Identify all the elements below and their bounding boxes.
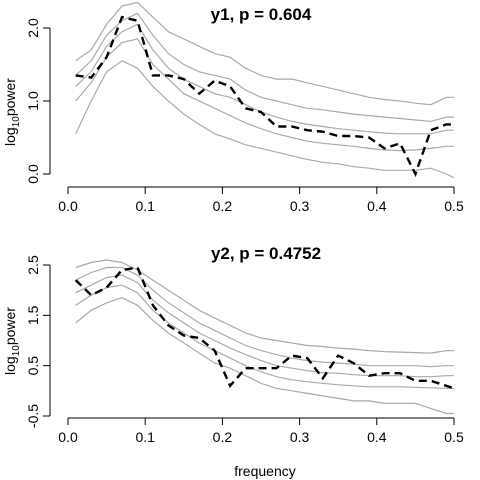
x-tick-label: 0.1 (135, 429, 155, 445)
y-tick-label: 1.5 (25, 305, 41, 325)
x-tick-label: 0.2 (213, 198, 233, 214)
panel-y1: y1, p = 0.604 log10power 0.0 0.1 0.2 0.3 0.4… (2, 1, 464, 214)
x-tick-label: 0.4 (367, 198, 387, 214)
y-axis-label-subscript: 10 (11, 345, 22, 357)
envelope-line (75, 23, 454, 135)
y-axis-label-base: log (2, 127, 18, 146)
panel-y2: y2, p = 0.4752 log10power frequency 0.0 0… (2, 244, 464, 479)
x-tick-label: 0.3 (290, 429, 310, 445)
envelope-line (75, 259, 454, 354)
envelope-line (75, 297, 454, 415)
y-axis-label: log10power (2, 307, 22, 375)
envelope-line (75, 60, 455, 179)
envelope-line (75, 274, 454, 378)
y-tick-label: 2.0 (25, 18, 41, 38)
x-tick-label: 0.5 (444, 198, 464, 214)
chart-title: y1, p = 0.604 (211, 5, 312, 24)
y-tick-label: 0.0 (25, 164, 41, 184)
observed-spectrum-line (75, 15, 454, 178)
envelope-line (75, 38, 454, 152)
y-tick-label: 1.0 (25, 91, 41, 111)
envelope-line (75, 266, 454, 368)
x-axis-label: frequency (234, 463, 295, 479)
x-tick-label: 0.3 (290, 198, 310, 214)
y-tick-label: 0.5 (25, 356, 41, 376)
x-tick-label: 0.5 (444, 429, 464, 445)
envelope-line (75, 1, 454, 106)
x-tick-label: 0.0 (58, 198, 78, 214)
chart-title: y2, p = 0.4752 (211, 244, 321, 263)
y-axis-label-rest: power (2, 78, 18, 116)
envelope-line (75, 12, 454, 123)
y-tick-label: -0.5 (25, 404, 41, 428)
observed-spectrum-line (74, 266, 455, 390)
x-tick-label: 0.0 (58, 429, 78, 445)
envelope-line (75, 284, 454, 389)
y-axis-label-base: log (2, 356, 18, 375)
y-tick-label: 2.5 (25, 255, 41, 275)
x-tick-label: 0.2 (213, 429, 233, 445)
y-axis-label-subscript: 10 (11, 116, 22, 128)
y-axis-label: log10power (2, 78, 22, 146)
x-tick-label: 0.1 (135, 198, 155, 214)
x-tick-label: 0.4 (367, 429, 387, 445)
y-axis-label-rest: power (2, 307, 18, 345)
